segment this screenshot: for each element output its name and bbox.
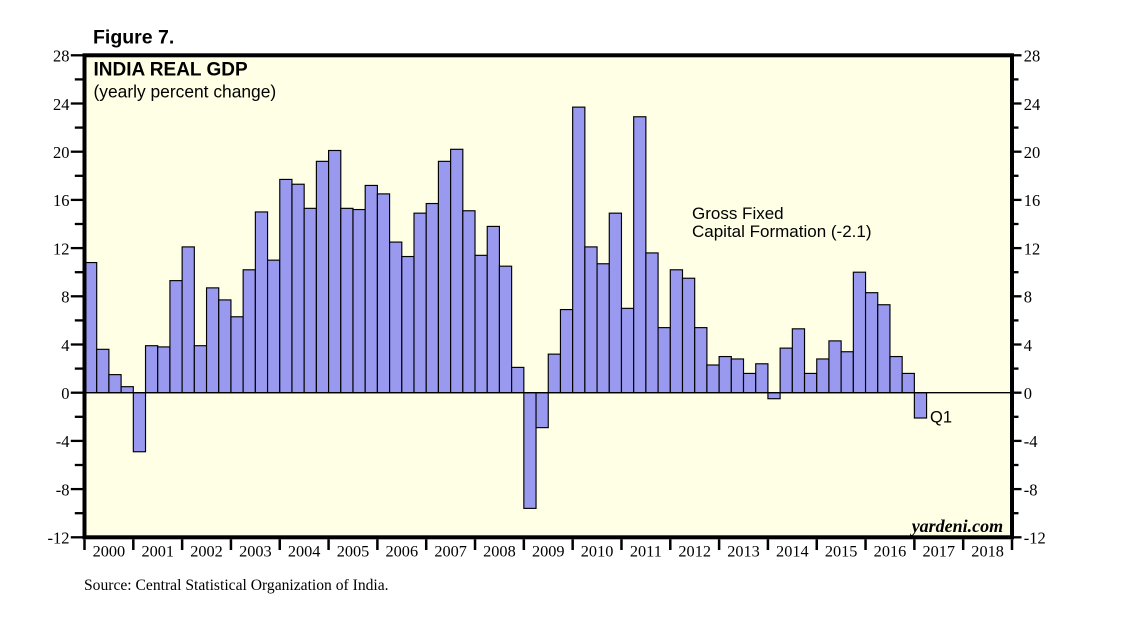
svg-text:yardeni.com: yardeni.com — [910, 516, 1004, 536]
svg-text:2016: 2016 — [874, 541, 907, 560]
svg-text:20: 20 — [53, 143, 70, 162]
svg-text:2000: 2000 — [93, 541, 126, 560]
svg-text:-12: -12 — [48, 529, 70, 548]
svg-text:-8: -8 — [56, 480, 70, 499]
svg-text:2009: 2009 — [532, 541, 565, 560]
svg-text:2013: 2013 — [727, 541, 760, 560]
svg-text:(yearly percent change): (yearly percent change) — [94, 81, 277, 101]
svg-text:2014: 2014 — [776, 541, 809, 560]
svg-text:2008: 2008 — [483, 541, 516, 560]
svg-text:2018: 2018 — [971, 541, 1004, 560]
svg-text:INDIA REAL GDP: INDIA REAL GDP — [94, 60, 248, 81]
svg-text:2010: 2010 — [581, 541, 614, 560]
svg-text:Gross Fixed: Gross Fixed — [692, 204, 784, 223]
svg-text:4: 4 — [61, 336, 69, 355]
svg-text:2012: 2012 — [678, 541, 711, 560]
svg-text:28: 28 — [53, 47, 70, 66]
svg-text:2001: 2001 — [141, 541, 174, 560]
svg-text:2004: 2004 — [288, 541, 321, 560]
svg-text:12: 12 — [1024, 239, 1041, 258]
svg-text:Source: Central Statistical Or: Source: Central Statistical Organization… — [84, 577, 389, 594]
svg-text:4: 4 — [1024, 336, 1032, 355]
svg-text:Q1: Q1 — [930, 409, 952, 427]
svg-text:2003: 2003 — [239, 541, 272, 560]
svg-text:28: 28 — [1024, 47, 1041, 66]
svg-text:24: 24 — [1024, 95, 1041, 114]
svg-text:16: 16 — [1024, 191, 1041, 210]
svg-text:8: 8 — [1024, 288, 1032, 307]
svg-text:2011: 2011 — [630, 541, 662, 560]
svg-text:12: 12 — [53, 239, 70, 258]
svg-text:2002: 2002 — [190, 541, 223, 560]
svg-text:2005: 2005 — [337, 541, 370, 560]
svg-text:20: 20 — [1024, 143, 1041, 162]
svg-text:0: 0 — [61, 384, 69, 403]
svg-text:2006: 2006 — [386, 541, 419, 560]
svg-text:Capital Formation (-2.1): Capital Formation (-2.1) — [692, 222, 872, 241]
svg-text:-12: -12 — [1024, 529, 1046, 548]
svg-text:-4: -4 — [56, 432, 70, 451]
svg-text:2007: 2007 — [434, 541, 467, 560]
svg-text:2015: 2015 — [825, 541, 858, 560]
svg-text:2017: 2017 — [922, 541, 955, 560]
svg-text:8: 8 — [61, 288, 69, 307]
svg-text:0: 0 — [1024, 384, 1032, 403]
svg-text:-8: -8 — [1024, 480, 1038, 499]
svg-text:24: 24 — [53, 95, 70, 114]
svg-text:-4: -4 — [1024, 432, 1038, 451]
svg-text:16: 16 — [53, 191, 70, 210]
svg-text:Figure 7.: Figure 7. — [93, 27, 174, 49]
